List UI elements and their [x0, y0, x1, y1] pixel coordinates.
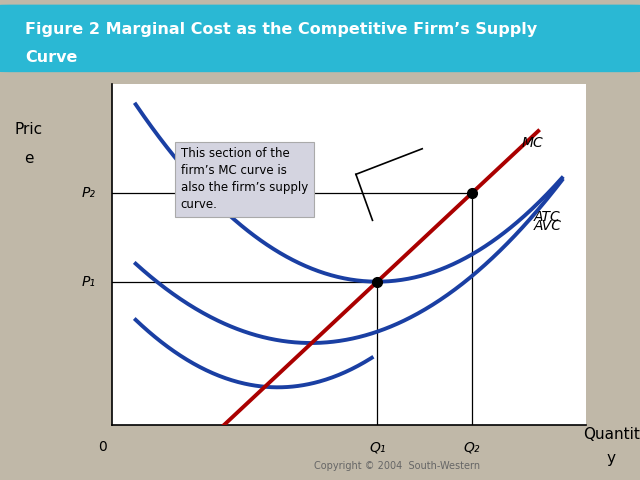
Text: Figure 2 Marginal Cost as the Competitive Firm’s Supply: Figure 2 Marginal Cost as the Competitiv… — [25, 22, 537, 36]
Text: y: y — [607, 451, 616, 466]
Text: Curve: Curve — [25, 49, 77, 65]
Text: 0: 0 — [98, 440, 107, 454]
Text: ATC: ATC — [534, 210, 560, 224]
Text: Q₂: Q₂ — [464, 440, 480, 454]
Text: P₂: P₂ — [81, 186, 95, 200]
Text: e: e — [24, 151, 33, 166]
Text: Quantit: Quantit — [583, 427, 639, 442]
Text: AVC: AVC — [534, 218, 561, 232]
Text: P₁: P₁ — [81, 275, 95, 288]
Text: Pric: Pric — [15, 122, 43, 137]
Text: Q₁: Q₁ — [369, 440, 385, 454]
Text: This section of the
firm’s MC curve is
also the firm’s supply
curve.: This section of the firm’s MC curve is a… — [180, 147, 308, 211]
FancyBboxPatch shape — [0, 5, 640, 72]
Text: Copyright © 2004  South-Western: Copyright © 2004 South-Western — [314, 461, 480, 471]
Text: MC: MC — [522, 136, 543, 150]
